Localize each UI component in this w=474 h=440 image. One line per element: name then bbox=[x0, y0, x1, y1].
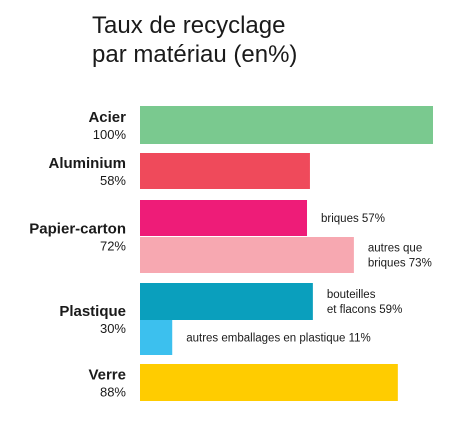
bar-label-papier-carton-1: briques 57% bbox=[321, 213, 385, 225]
bar-label-papier-carton-2: autres que bbox=[368, 243, 422, 255]
bar-aluminium-1 bbox=[140, 153, 310, 189]
bar-verre-1 bbox=[140, 364, 398, 401]
category-total-plastique: 30% bbox=[100, 321, 126, 336]
category-total-acier: 100% bbox=[93, 127, 127, 142]
category-total-aluminium: 58% bbox=[100, 173, 126, 188]
category-total-papier-carton: 72% bbox=[100, 239, 126, 254]
bar-papier-carton-2 bbox=[140, 237, 354, 273]
bar-label-plastique-1: et flacons 59% bbox=[327, 304, 402, 316]
category-name-aluminium: Aluminium bbox=[49, 155, 127, 172]
bar-acier-1 bbox=[140, 106, 433, 144]
bar-plastique-2 bbox=[140, 320, 173, 355]
category-name-acier: Acier bbox=[88, 109, 126, 126]
bar-papier-carton-1 bbox=[140, 200, 308, 236]
category-total-verre: 88% bbox=[100, 385, 126, 400]
category-name-verre: Verre bbox=[88, 367, 126, 384]
bar-label-papier-carton-2: briques 73% bbox=[368, 258, 432, 270]
bar-label-plastique-2: autres emballages en plastique 11% bbox=[186, 333, 371, 345]
bar-label-plastique-1: bouteilles bbox=[327, 289, 376, 301]
category-name-plastique: Plastique bbox=[59, 303, 126, 320]
bars-group bbox=[140, 106, 433, 401]
bar-plastique-1 bbox=[140, 283, 313, 320]
category-name-papier-carton: Papier-carton bbox=[29, 221, 126, 238]
chart-title-line-1: Taux de recyclage bbox=[92, 12, 285, 39]
chart-title-line-2: par matériau (en%) bbox=[92, 41, 297, 68]
